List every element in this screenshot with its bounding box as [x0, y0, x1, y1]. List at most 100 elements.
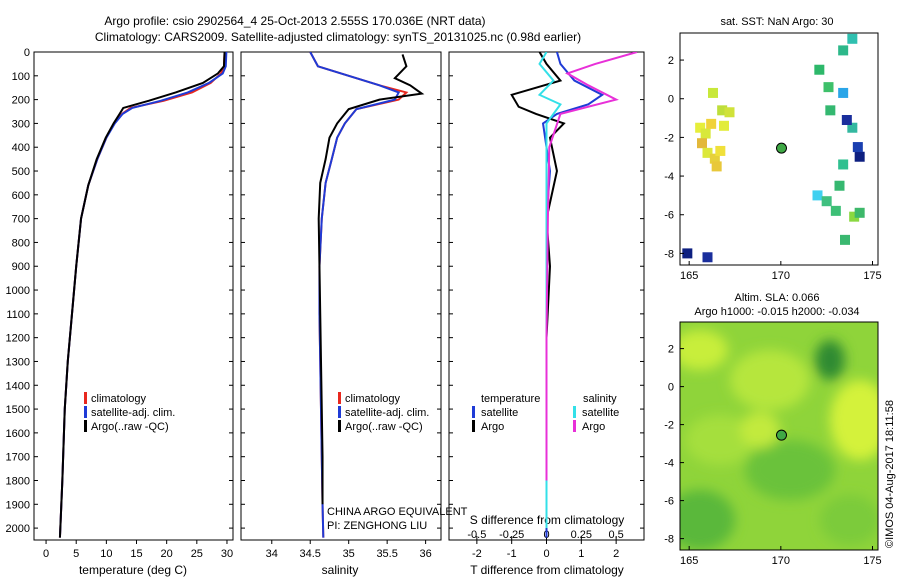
- sla-map-title-line1: Altim. SLA: 0.066: [735, 292, 820, 304]
- sst-cells: [682, 33, 865, 263]
- sst-cell: [852, 142, 863, 153]
- legend-temperature-header: temperature: [481, 393, 540, 405]
- map-y-tick-label: 0: [668, 94, 674, 106]
- s-tick-label: 0.5: [608, 529, 623, 541]
- depth-tick-label: 500: [12, 166, 30, 178]
- map-y-tick-label: -8: [664, 248, 674, 260]
- depth-axis: 0 100 200 300 400 500 600 700 800 900 1000 1100 1200…: [6, 47, 644, 535]
- x-tick-label: 20: [161, 548, 173, 560]
- map-y-tick-label: -6: [664, 496, 674, 508]
- sst-cell: [841, 115, 852, 125]
- title-line2: Climatology: CARS2009. Satellite-adjuste…: [95, 30, 581, 44]
- legend-salinity-header: salinity: [583, 393, 617, 405]
- map-y-tick-label: -6: [664, 210, 674, 222]
- legend-swatch-t-satellite: [472, 406, 475, 418]
- legend-swatch-t-argo: [472, 420, 475, 432]
- x-tick-label: 35: [343, 548, 355, 560]
- temperature-series-satellite: [58, 52, 228, 538]
- depth-tick-label: 400: [12, 142, 30, 154]
- s-tick-label: 0.25: [571, 529, 592, 541]
- legend-satellite: satellite-adj. clim.: [91, 407, 175, 419]
- depth-tick-label: 900: [12, 261, 30, 273]
- temperature-series-argo: [58, 52, 226, 538]
- sst-cell: [719, 120, 729, 131]
- temperature-axis: 0 5 10 15 20 25 30: [43, 540, 233, 560]
- salinity-panel-frame: [240, 51, 442, 541]
- legend-swatch-s-satellite: [573, 406, 576, 418]
- map-y-tick-label: -2: [664, 132, 674, 144]
- x-tick-label: 5: [73, 548, 79, 560]
- salinity-series-climatology: [309, 52, 409, 538]
- s-tick-label: -0.5: [467, 529, 486, 541]
- temperature-panel-frame: [33, 51, 234, 541]
- sst-cell: [834, 180, 845, 191]
- legend-satellite: satellite-adj. clim.: [345, 407, 429, 419]
- difference-series-sal_argo: [545, 52, 638, 481]
- depth-tick-label: 1000: [6, 285, 30, 297]
- difference-legend: temperature salinity satellite Argo sate…: [472, 393, 619, 433]
- legend-swatch-climatology: [84, 392, 87, 404]
- t-tick-label: 2: [613, 548, 619, 560]
- map-y-tick-label: 2: [668, 55, 674, 67]
- t-difference-label: T difference from climatology: [470, 563, 624, 577]
- sst-cell: [830, 205, 841, 216]
- legend-t-satellite: satellite: [481, 407, 518, 419]
- footer-line2: PI: ZENGHONG LIU: [327, 520, 427, 532]
- sst-cell: [838, 45, 849, 56]
- legend-s-argo: Argo: [582, 421, 605, 433]
- difference-series-satellite: [541, 52, 605, 538]
- sst-cell: [854, 207, 865, 218]
- sst-cell: [717, 105, 728, 116]
- depth-tick-label: 600: [12, 190, 30, 202]
- map-x-tick-label: 165: [680, 555, 698, 567]
- legend-s-satellite: satellite: [582, 407, 619, 419]
- title-line1: Argo profile: csio 2902564_4 25-Oct-2013…: [104, 14, 485, 28]
- x-tick-label: 25: [191, 548, 203, 560]
- sst-cell: [849, 211, 860, 222]
- map-x-tick-label: 170: [772, 555, 790, 567]
- sst-cell: [724, 107, 735, 118]
- sst-cell: [682, 248, 693, 259]
- depth-tick-label: 1900: [6, 499, 30, 511]
- sst-cell: [840, 234, 850, 245]
- temperature-series: [58, 52, 228, 538]
- legend-t-argo: Argo: [481, 421, 504, 433]
- depth-tick-label: 1800: [6, 475, 30, 487]
- map-x-tick-label: 175: [863, 555, 881, 567]
- legend-swatch-satellite: [84, 406, 87, 418]
- map-x-tick-label: 165: [680, 270, 698, 282]
- sst-cell: [711, 161, 722, 172]
- depth-tick-label: 300: [12, 118, 30, 130]
- sst-cell: [823, 82, 834, 93]
- depth-tick-label: 100: [12, 71, 30, 83]
- x-tick-label: 35.5: [376, 548, 397, 560]
- depth-tick-label: 1500: [6, 404, 30, 416]
- depth-tick-label: 1100: [6, 309, 30, 321]
- sst-map-axis: 165 170 175 2 0 -2 -4 -6 -8: [664, 55, 881, 282]
- x-tick-label: 0: [43, 548, 49, 560]
- credit-text: ©IMOS 04-Aug-2017 18:11:58: [884, 400, 896, 548]
- x-tick-label: 34.5: [300, 548, 321, 560]
- sst-cell: [706, 118, 717, 129]
- legend-climatology: climatology: [345, 393, 401, 405]
- depth-tick-label: 1200: [6, 333, 30, 345]
- sst-cell: [838, 159, 849, 170]
- t-tick-label: 0: [543, 548, 549, 560]
- depth-tick-label: 800: [12, 237, 30, 249]
- sst-cell: [812, 190, 823, 201]
- x-tick-label: 30: [221, 548, 233, 560]
- sst-cell: [702, 147, 713, 158]
- sst-cell: [854, 151, 865, 162]
- temperature-xlabel: temperature (deg C): [79, 563, 187, 577]
- sla-argo-position-marker: [775, 429, 787, 441]
- sst-cell: [847, 33, 858, 44]
- map-y-tick-label: -4: [664, 458, 674, 470]
- sla-heatmap: [680, 322, 878, 550]
- temperature-legend: climatology satellite-adj. clim. Argo(..…: [84, 392, 175, 433]
- salinity-series-argo: [317, 54, 425, 505]
- sst-cell: [838, 87, 849, 98]
- sst-cell: [821, 196, 832, 207]
- depth-tick-label: 700: [12, 214, 30, 226]
- sst-cell: [702, 252, 713, 263]
